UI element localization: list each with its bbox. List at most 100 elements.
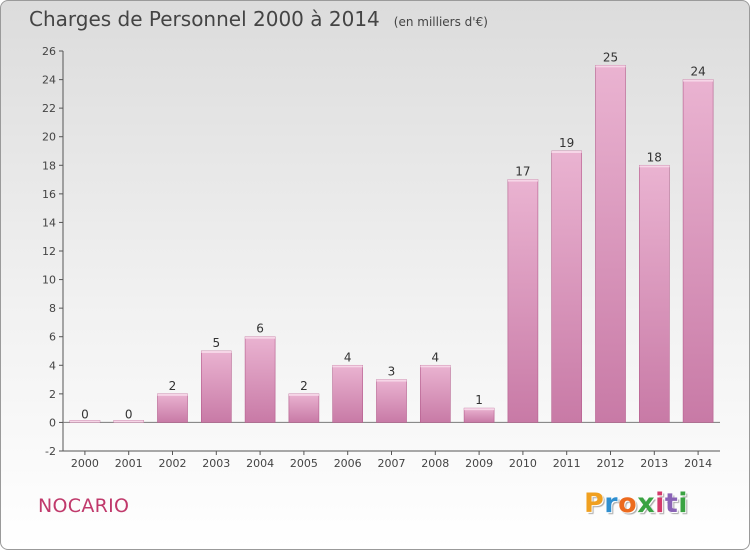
- x-tick-label: 2010: [509, 457, 537, 470]
- x-tick-label: 2008: [421, 457, 449, 470]
- x-tick-label: 2011: [553, 457, 581, 470]
- bar: [244, 336, 276, 423]
- x-tick-label: 2001: [115, 457, 143, 470]
- bar: [157, 393, 188, 423]
- x-tick-label: 2002: [159, 457, 187, 470]
- bar-group: [288, 393, 320, 423]
- data-label: 0: [81, 407, 89, 421]
- bar-highlight: [69, 420, 100, 423]
- x-tick-label: 2000: [71, 457, 99, 470]
- y-tick-label: 10: [42, 274, 56, 287]
- y-tick-label: 22: [42, 102, 56, 115]
- x-tick-label: 2007: [378, 457, 406, 470]
- x-tick-label: 2014: [684, 457, 712, 470]
- bar: [201, 350, 232, 423]
- data-label: 19: [559, 136, 574, 150]
- data-label: 1: [475, 393, 483, 407]
- data-label: 4: [344, 350, 352, 364]
- bar-highlight: [464, 408, 495, 411]
- data-label: 0: [125, 407, 133, 421]
- data-label: 25: [603, 50, 618, 64]
- data-label: 4: [431, 350, 439, 364]
- bar-highlight: [507, 179, 538, 182]
- bar-group: [201, 350, 232, 423]
- bar-highlight: [551, 151, 582, 153]
- chart-title: Charges de Personnel 2000 à 2014 (en mill…: [29, 7, 488, 31]
- bar-group: [595, 64, 626, 423]
- bar-highlight: [639, 165, 670, 168]
- y-tick-label: 18: [42, 159, 56, 172]
- y-tick-label: 8: [49, 302, 56, 315]
- bar-group: [157, 393, 188, 423]
- bar-highlight: [245, 336, 276, 339]
- bar-group: [507, 179, 539, 423]
- bar-group: [376, 379, 407, 423]
- bar: [682, 79, 714, 423]
- proxiti-logo: Proxiti: [584, 488, 688, 519]
- chart-title-text: Charges de Personnel 2000 à 2014: [29, 7, 380, 31]
- logo-letter: x: [637, 488, 656, 519]
- bar: [551, 150, 583, 423]
- y-tick-label: 0: [49, 416, 56, 429]
- x-tick-label: 2004: [246, 457, 274, 470]
- bar-highlight: [113, 420, 144, 423]
- bar-highlight: [376, 379, 407, 382]
- data-label: 2: [169, 379, 177, 393]
- data-label: 18: [647, 150, 662, 164]
- x-tick-label: 2003: [202, 457, 230, 470]
- bar-highlight: [420, 365, 451, 368]
- bar-group: [551, 150, 583, 423]
- bar-group: [244, 336, 276, 423]
- y-tick-label: 16: [42, 188, 56, 201]
- bar-highlight: [332, 365, 363, 368]
- bar-highlight: [201, 351, 232, 353]
- logo-letter: P: [584, 488, 605, 519]
- y-tick-label: 2: [49, 388, 56, 401]
- bar-group: [463, 407, 495, 423]
- bar: [332, 364, 364, 423]
- bar: [463, 407, 495, 423]
- y-tick-label: 12: [42, 245, 56, 258]
- bar-group: [638, 164, 670, 423]
- logo-letter: r: [604, 488, 619, 519]
- y-tick-label: 20: [42, 131, 56, 144]
- data-label: 6: [256, 322, 264, 336]
- bar: [288, 393, 320, 423]
- x-tick-label: 2009: [465, 457, 493, 470]
- y-tick-label: -2: [45, 445, 56, 458]
- logo-letter: i: [678, 488, 689, 519]
- bar-group: [332, 364, 364, 423]
- bar: [638, 164, 670, 423]
- data-label: 2: [300, 379, 308, 393]
- data-label: 5: [212, 336, 220, 350]
- x-tick-label: 2006: [334, 457, 362, 470]
- x-tick-label: 2005: [290, 457, 318, 470]
- bar: [419, 364, 451, 423]
- bar-group: [682, 79, 714, 423]
- x-tick-label: 2012: [597, 457, 625, 470]
- logo-letter: o: [618, 488, 638, 519]
- bar-highlight: [288, 393, 319, 396]
- bar-group: [69, 420, 101, 423]
- x-tick-label: 2013: [640, 457, 668, 470]
- logo-letter: t: [664, 488, 679, 519]
- bar-highlight: [595, 65, 626, 68]
- bar-highlight: [683, 79, 714, 82]
- commune-name: NOCARIO: [38, 495, 130, 517]
- bar-highlight: [157, 393, 188, 396]
- bar-group: [419, 364, 451, 423]
- logo-letter: i: [655, 488, 665, 519]
- y-tick-label: 26: [42, 45, 56, 58]
- y-tick-label: 24: [42, 74, 56, 87]
- y-tick-label: 14: [42, 216, 56, 229]
- chart-subtitle: (en milliers d'€): [393, 15, 488, 29]
- bar: [376, 379, 407, 423]
- bar-group: [113, 420, 144, 423]
- data-label: 24: [690, 65, 705, 79]
- bar: [595, 64, 626, 423]
- data-label: 17: [515, 165, 530, 179]
- y-tick-label: 6: [49, 331, 56, 344]
- bar: [507, 179, 539, 423]
